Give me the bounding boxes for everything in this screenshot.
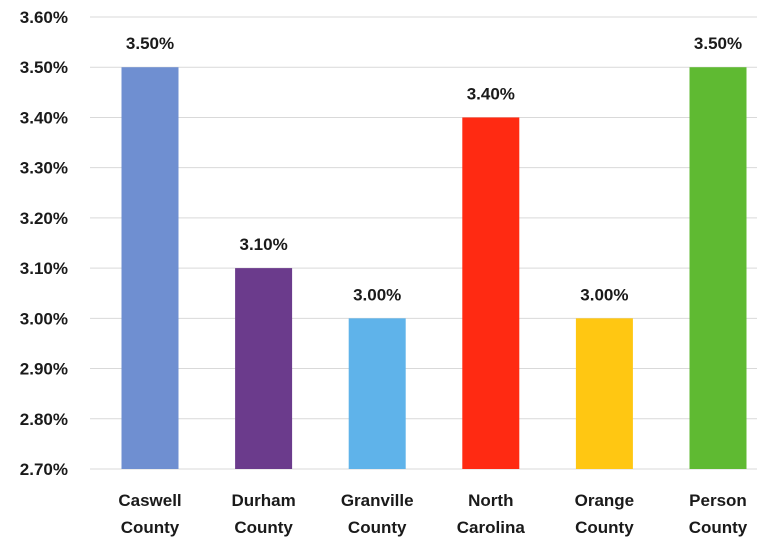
data-labels: 3.50% 3.10% 3.00% 3.40% 3.00% 3.50% xyxy=(126,34,742,304)
y-tick-label: 3.00% xyxy=(20,309,68,328)
category-label: Caswell County xyxy=(118,491,181,537)
category-label: Orange County xyxy=(575,491,635,537)
category-label: Durham County xyxy=(231,491,295,537)
category-label-line: County xyxy=(234,518,293,537)
bar xyxy=(462,117,520,469)
bar xyxy=(235,268,293,469)
category-label-line: Durham xyxy=(231,491,295,510)
y-axis-tick-labels: 3.60% 3.50% 3.40% 3.30% 3.20% 3.10% 3.00% 2.90%… xyxy=(20,8,68,479)
y-tick-label: 2.80% xyxy=(20,410,68,429)
y-tick-label: 3.40% xyxy=(20,108,68,127)
y-tick-label: 3.50% xyxy=(20,58,68,77)
y-tick-label: 3.30% xyxy=(20,159,68,178)
y-tick-label: 3.10% xyxy=(20,259,68,278)
bars xyxy=(121,67,747,469)
category-label-line: Granville xyxy=(341,491,414,510)
y-tick-label: 2.90% xyxy=(20,360,68,379)
category-label: Granville County xyxy=(341,491,414,537)
bar xyxy=(575,318,633,469)
bar xyxy=(121,67,179,469)
category-label-line: County xyxy=(689,518,748,537)
bar-data-label: 3.50% xyxy=(694,34,742,53)
x-axis-category-labels: Caswell County Durham County Granville County… xyxy=(118,491,747,537)
bar-data-label: 3.40% xyxy=(467,84,515,103)
gridlines xyxy=(90,16,757,470)
category-label-line: Person xyxy=(689,491,747,510)
category-label-line: County xyxy=(575,518,634,537)
category-label-line: Caswell xyxy=(118,491,181,510)
bar xyxy=(689,67,747,469)
category-label-line: Carolina xyxy=(457,518,526,537)
category-label-line: County xyxy=(348,518,407,537)
category-label: North Carolina xyxy=(457,491,526,537)
bar-data-label: 3.50% xyxy=(126,34,174,53)
category-label-line: County xyxy=(121,518,180,537)
bar-data-label: 3.00% xyxy=(353,285,401,304)
category-label-line: Orange xyxy=(575,491,635,510)
bar-data-label: 3.10% xyxy=(239,235,287,254)
y-tick-label: 3.20% xyxy=(20,209,68,228)
bar xyxy=(348,318,406,469)
category-label-line: North xyxy=(468,491,513,510)
y-tick-label: 3.60% xyxy=(20,8,68,27)
category-label: Person County xyxy=(689,491,748,537)
bar-data-label: 3.00% xyxy=(580,285,628,304)
y-tick-label: 2.70% xyxy=(20,460,68,479)
